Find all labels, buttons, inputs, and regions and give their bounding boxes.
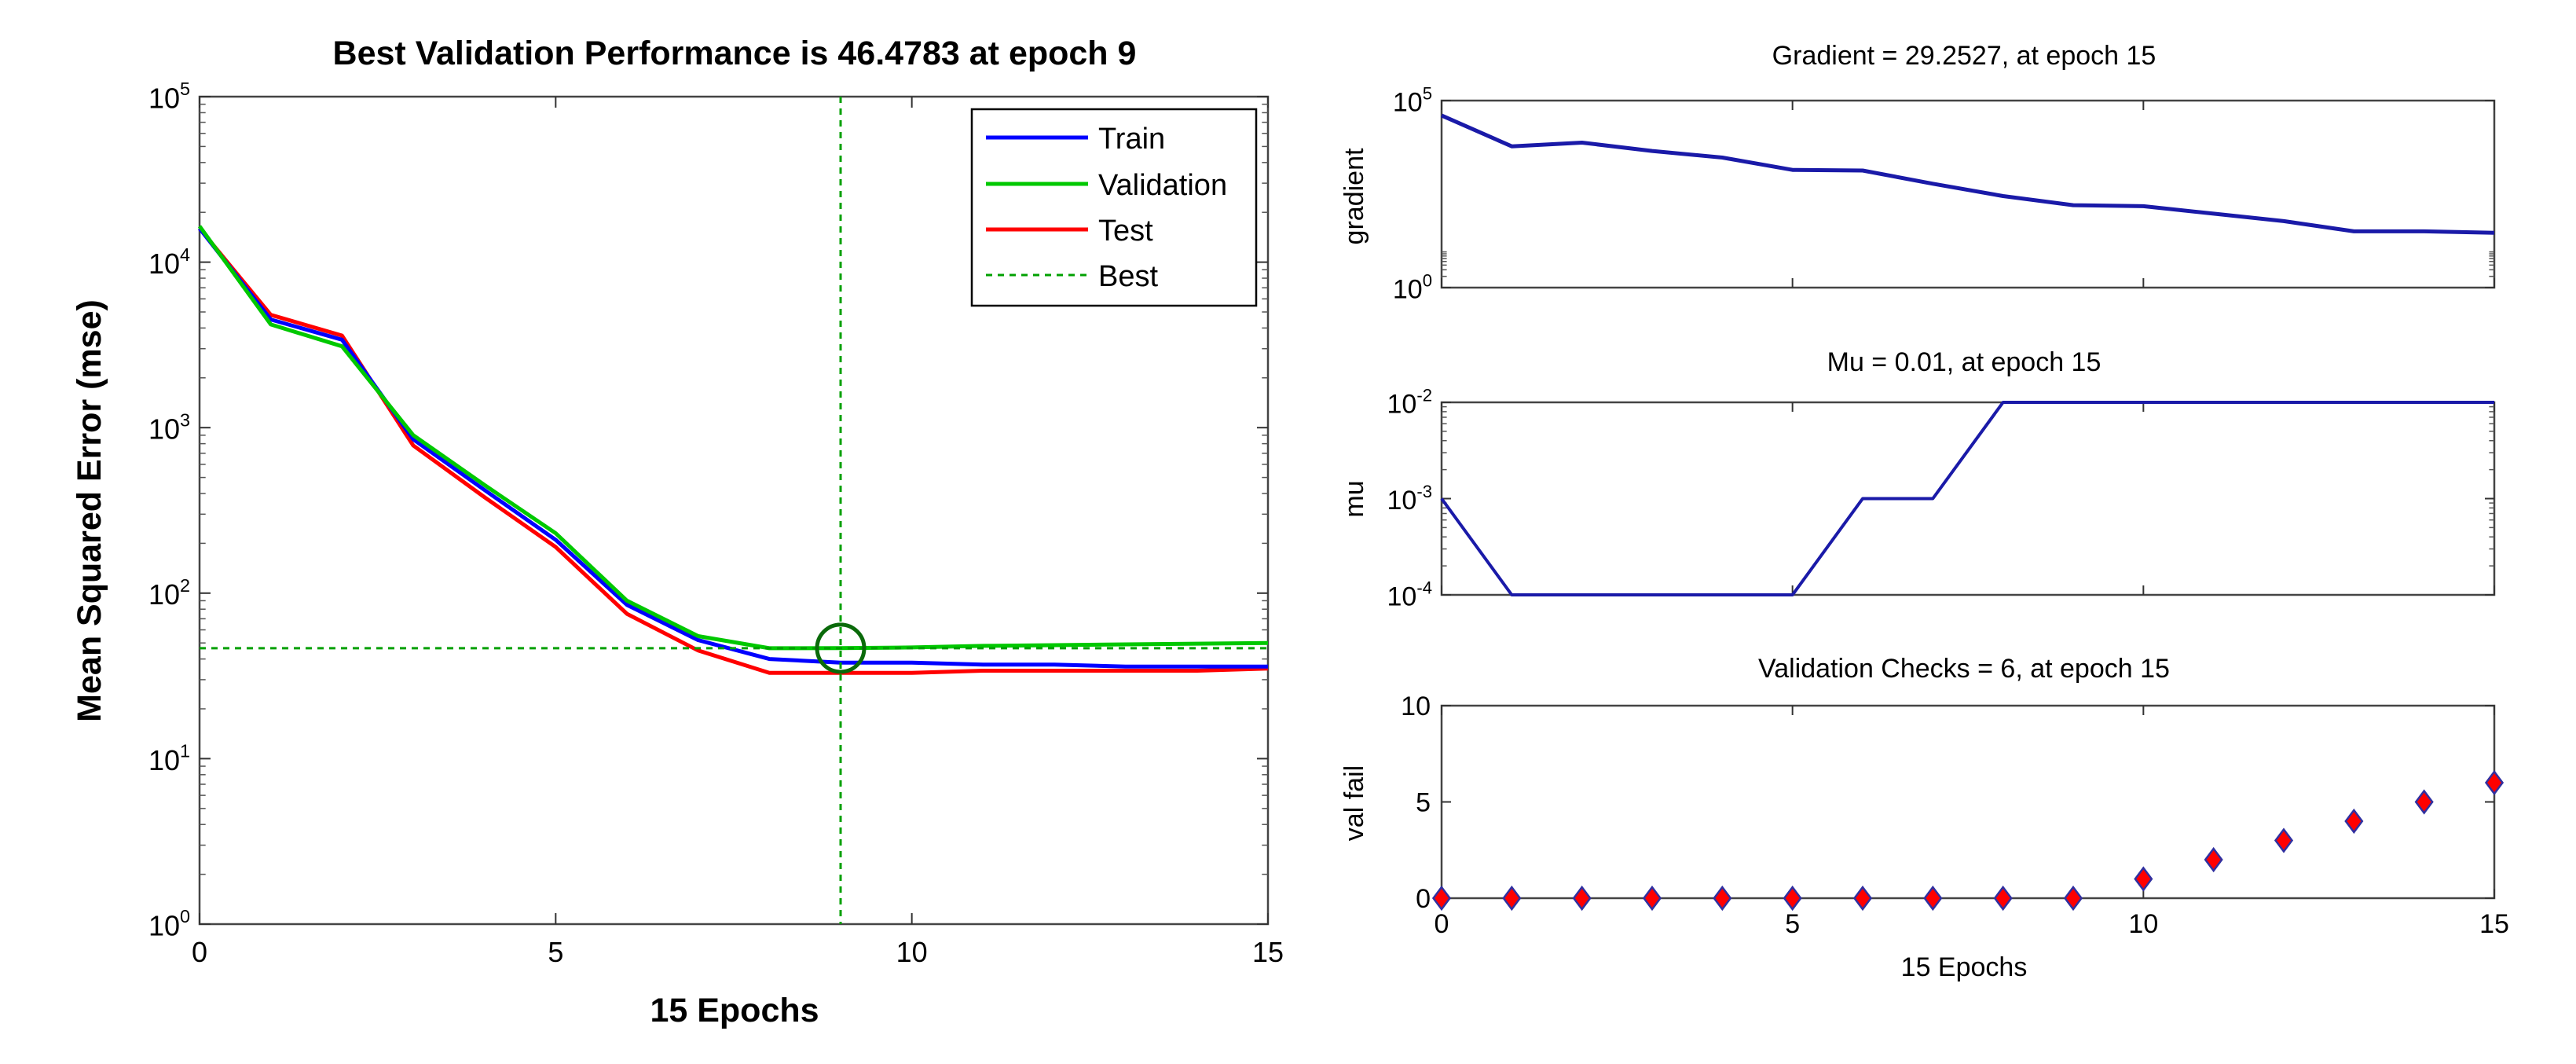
valfail-point xyxy=(1852,885,1873,912)
mu-axes-box xyxy=(1440,401,2496,596)
legend-test-label: Test xyxy=(1098,215,1153,248)
valfail-point xyxy=(2414,789,2434,815)
x-tick-label: 0 xyxy=(192,936,207,968)
best-point-marker xyxy=(815,622,867,674)
x-tick-label: 15 xyxy=(2479,909,2509,939)
y-tick-label: 10-2 xyxy=(1387,385,1432,419)
gradient-series-line xyxy=(1440,113,2495,235)
valfail-point xyxy=(1502,885,1522,912)
legend-train-label: Train xyxy=(1098,123,1165,156)
validation-series-line xyxy=(197,225,1269,651)
x-tick-label: 5 xyxy=(548,936,563,968)
legend-box xyxy=(970,108,1258,307)
valfail-point xyxy=(2134,866,2153,892)
y-tick-label: 102 xyxy=(148,575,190,611)
gradient-title: Gradient = 29.2527, at epoch 15 xyxy=(1772,41,2156,71)
y-tick-label: 10-3 xyxy=(1387,482,1432,515)
mu-ylabel: mu xyxy=(1339,480,1369,517)
y-tick-label: 101 xyxy=(148,741,190,776)
valfail-point xyxy=(2344,808,2364,835)
y-tick-label: 5 xyxy=(1416,788,1431,818)
performance-xlabel: 15 Epochs xyxy=(650,992,819,1029)
y-tick-label: 10 xyxy=(1401,692,1431,721)
gradient-plot: Gradient = 29.2527, at epoch 15 100 105 g… xyxy=(1339,41,2496,305)
x-tick-label: 5 xyxy=(1785,909,1800,939)
valfail-point xyxy=(2274,827,2294,853)
valfail-point xyxy=(2484,769,2505,796)
y-tick-label: 100 xyxy=(1393,270,1432,304)
valfail-point xyxy=(1713,885,1732,912)
mu-title: Mu = 0.01, at epoch 15 xyxy=(1827,347,2101,377)
y-tick-label: 10-4 xyxy=(1387,578,1432,611)
y-tick-label: 103 xyxy=(148,409,190,445)
performance-legend: Train Validation Test Best xyxy=(970,108,1258,307)
performance-plot: Best Validation Performance is 46.4783 a… xyxy=(71,35,1284,1029)
x-tick-label: 15 xyxy=(1252,936,1284,968)
valfail-plot: Validation Checks = 6, at epoch 15 0 5 10 1… xyxy=(1339,654,2509,982)
x-tick-label: 10 xyxy=(2128,909,2158,939)
performance-title: Best Validation Performance is 46.4783 a… xyxy=(333,35,1137,72)
mu-plot: Mu = 0.01, at epoch 15 10-4 10-3 10-2 mu xyxy=(1339,347,2496,612)
valfail-ylabel: val fail xyxy=(1339,765,1369,841)
valfail-point xyxy=(2063,885,2083,912)
mu-series-line xyxy=(1440,401,2494,596)
y-tick-label: 104 xyxy=(148,244,190,280)
y-tick-label: 105 xyxy=(1393,83,1432,117)
gradient-axes-box xyxy=(1440,99,2496,289)
x-tick-label: 10 xyxy=(896,936,928,968)
valfail-point xyxy=(1993,885,2013,912)
performance-ylabel: Mean Squared Error (mse) xyxy=(71,299,108,722)
valfail-axes-box xyxy=(1440,704,2496,900)
y-tick-label: 105 xyxy=(148,79,190,114)
valfail-point xyxy=(1431,885,1452,912)
gradient-ylabel: gradient xyxy=(1339,148,1369,244)
valfail-point xyxy=(2204,846,2223,873)
valfail-point xyxy=(1572,885,1592,912)
y-tick-label: 0 xyxy=(1416,884,1431,914)
valfail-xlabel: 15 Epochs xyxy=(1901,952,2028,982)
valfail-title: Validation Checks = 6, at epoch 15 xyxy=(1758,654,2170,684)
valfail-point xyxy=(1642,885,1662,912)
y-tick-label: 100 xyxy=(148,906,190,941)
legend-best-label: Best xyxy=(1098,260,1158,293)
valfail-point xyxy=(1783,885,1802,912)
legend-validation-label: Validation xyxy=(1098,169,1227,202)
x-tick-label: 0 xyxy=(1435,909,1449,939)
valfail-point xyxy=(1923,885,1943,912)
